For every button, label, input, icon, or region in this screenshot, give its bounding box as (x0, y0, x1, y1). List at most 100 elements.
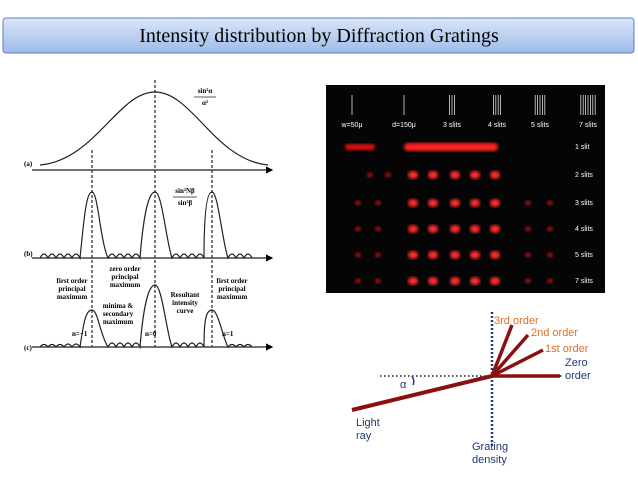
fringe (470, 199, 480, 207)
grating-label: Grating (472, 441, 508, 453)
order-label: 2nd order (531, 327, 578, 339)
fringe (490, 277, 500, 285)
fringe (470, 251, 480, 259)
fringe (525, 226, 531, 232)
annotation: first order (217, 277, 248, 285)
panel-label: (c) (24, 344, 32, 352)
order-ray (490, 324, 514, 377)
fringe (355, 278, 361, 284)
fringe (450, 225, 460, 233)
row-label: 1 slit (575, 144, 589, 151)
grating-label: density (472, 454, 507, 466)
order-ray (491, 348, 544, 378)
row-label: 2 slits (575, 172, 593, 179)
fringe (408, 171, 418, 179)
column-label: d=150μ (392, 122, 416, 129)
fringe (355, 252, 361, 258)
fringe (404, 143, 498, 151)
fringe (525, 252, 531, 258)
left-labels: (a) (b) (c) sin²α α² sin²Nβ sin²β n=−1 n… (24, 87, 234, 352)
fringe (490, 251, 500, 259)
order-label: 3rd order (494, 315, 539, 327)
annotation: maximum (217, 293, 248, 301)
annotation: zero order (109, 265, 140, 273)
angle-arc (411, 375, 415, 386)
annotation: intensity (172, 299, 198, 307)
fringe (450, 199, 460, 207)
fringe (408, 225, 418, 233)
order-ray (490, 333, 530, 378)
fringe (547, 226, 553, 232)
fringe (428, 225, 438, 233)
column-label: 7 slits (579, 122, 597, 129)
fringe (470, 277, 480, 285)
fringe (428, 277, 438, 285)
photo-content: w=50μ d=150μ 3 slits 4 slits 5 slits 7 slits 1… (341, 95, 597, 285)
fringe (375, 226, 381, 232)
zero-label: order (565, 370, 591, 382)
fringe (547, 200, 553, 206)
annotation: Resultant (171, 291, 200, 299)
formula: α² (202, 99, 208, 107)
order-label: n=1 (222, 330, 234, 338)
title-box (2, 17, 635, 54)
source-label: Light (356, 417, 380, 429)
fringe (490, 171, 500, 179)
fringe (375, 278, 381, 284)
formula: sin²β (178, 199, 193, 207)
fringe (470, 225, 480, 233)
orders-diagram: α 3rd order 2nd order 1st order Zero ord… (351, 312, 591, 466)
fringe (408, 277, 418, 285)
order-label: 1st order (545, 343, 589, 355)
column-label: 5 slits (531, 122, 549, 129)
fringe (428, 251, 438, 259)
annotation: minima & (103, 302, 134, 310)
row-label: 7 slits (575, 278, 593, 285)
column-label: w=50μ (341, 122, 363, 129)
annotation: maximum (103, 318, 134, 326)
annotation: maximum (110, 281, 141, 289)
formula: sin²Nβ (175, 187, 195, 195)
fringe (428, 199, 438, 207)
fringe (547, 252, 553, 258)
envelope-curve (39, 91, 269, 166)
fringe (450, 251, 460, 259)
title: Intensity distribution by Diffraction Gr… (139, 25, 499, 47)
annotation: principal (58, 285, 85, 293)
fringe (525, 278, 531, 284)
order-label: n=0 (145, 330, 157, 338)
light-ray (351, 374, 493, 412)
column-label: 3 slits (443, 122, 461, 129)
fringe (450, 171, 460, 179)
fringe (385, 172, 391, 178)
fringe (470, 171, 480, 179)
fringe (450, 277, 460, 285)
intensity-figure (32, 80, 274, 351)
annotation: principal (218, 285, 245, 293)
fringe (525, 200, 531, 206)
fringe (375, 200, 381, 206)
fringe (408, 251, 418, 259)
fringe (355, 226, 361, 232)
angle-label: α (400, 379, 407, 391)
panel-label: (a) (24, 160, 33, 168)
formula: sin²α (198, 87, 213, 95)
annotation: principal (111, 273, 138, 281)
fringe (428, 171, 438, 179)
annotation: secondary (103, 310, 134, 318)
row-label: 3 slits (575, 200, 593, 207)
source-label: ray (356, 430, 372, 442)
photo (326, 85, 605, 293)
annotation: maximum (57, 293, 88, 301)
panel-label: (b) (24, 250, 33, 258)
fringe (408, 199, 418, 207)
fringe (367, 172, 373, 178)
fringe (375, 252, 381, 258)
resultant-curve (39, 284, 253, 350)
order-label: n=−1 (72, 330, 88, 338)
row-label: 4 slits (575, 226, 593, 233)
column-label: 4 slits (488, 122, 506, 129)
fringe (345, 144, 375, 150)
